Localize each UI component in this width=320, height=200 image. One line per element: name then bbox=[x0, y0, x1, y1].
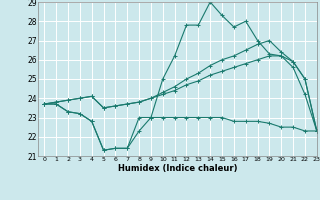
X-axis label: Humidex (Indice chaleur): Humidex (Indice chaleur) bbox=[118, 164, 237, 173]
